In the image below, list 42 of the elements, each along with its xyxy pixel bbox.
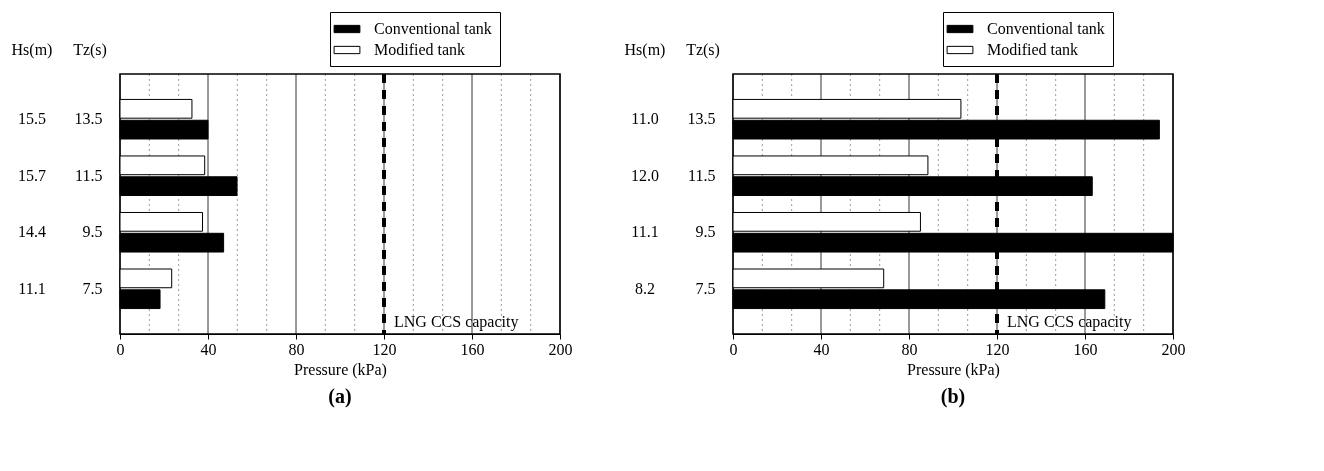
y-axis-title: Tz(s)	[73, 41, 107, 59]
x-axis-title: Pressure (kPa)	[907, 360, 1000, 379]
x-tick-label: 120	[372, 340, 397, 358]
x-tick-label: 0	[729, 340, 738, 358]
text: 15.5	[18, 110, 46, 128]
x-tick-label: 120	[985, 340, 1010, 358]
text: 8.2	[635, 279, 655, 297]
x-tick-label: 160	[1073, 340, 1098, 358]
y-tick-label: 11.5	[688, 166, 716, 184]
y-tick-label: 9.5	[695, 223, 716, 241]
y-tick-label: 9.5	[82, 223, 103, 241]
ref-line-label: LNG CCS capacity	[394, 313, 519, 331]
x-tick-label: 40	[813, 340, 830, 358]
text: (a)	[328, 385, 352, 408]
legend-label: Modified tank	[374, 41, 466, 58]
ref-line-label: LNG CCS capacity	[1007, 313, 1132, 331]
text: Hs(m)	[624, 41, 666, 59]
y-tick-label: 11.5	[75, 166, 103, 184]
text: (b)	[940, 385, 966, 408]
text: 14.4	[18, 223, 46, 241]
y-tick-label: 7.5	[695, 279, 716, 297]
y-tick-label: 13.5	[74, 110, 103, 128]
x-tick-label: 0	[116, 340, 125, 358]
x-axis-title: Pressure (kPa)	[294, 360, 387, 379]
text: Hs(m)	[11, 41, 53, 59]
y-tick-label: 13.5	[687, 110, 716, 128]
text: 15.7	[18, 166, 46, 184]
x-tick-label: 200	[548, 340, 573, 358]
y-axis-title: Tz(s)	[686, 41, 720, 59]
legend-label: Modified tank	[987, 41, 1079, 58]
y-tick-label: 7.5	[82, 279, 103, 297]
text: 12.0	[631, 166, 659, 184]
legend-label: Conventional tank	[374, 20, 492, 37]
legend-label: Conventional tank	[987, 20, 1105, 37]
x-tick-label: 80	[288, 340, 305, 358]
x-tick-label: 200	[1161, 340, 1186, 358]
x-tick-label: 40	[200, 340, 217, 358]
x-tick-label: 160	[460, 340, 485, 358]
text: 11.0	[631, 110, 659, 128]
text: 11.1	[18, 279, 46, 297]
text: 11.1	[631, 223, 659, 241]
x-tick-label: 80	[901, 340, 918, 358]
